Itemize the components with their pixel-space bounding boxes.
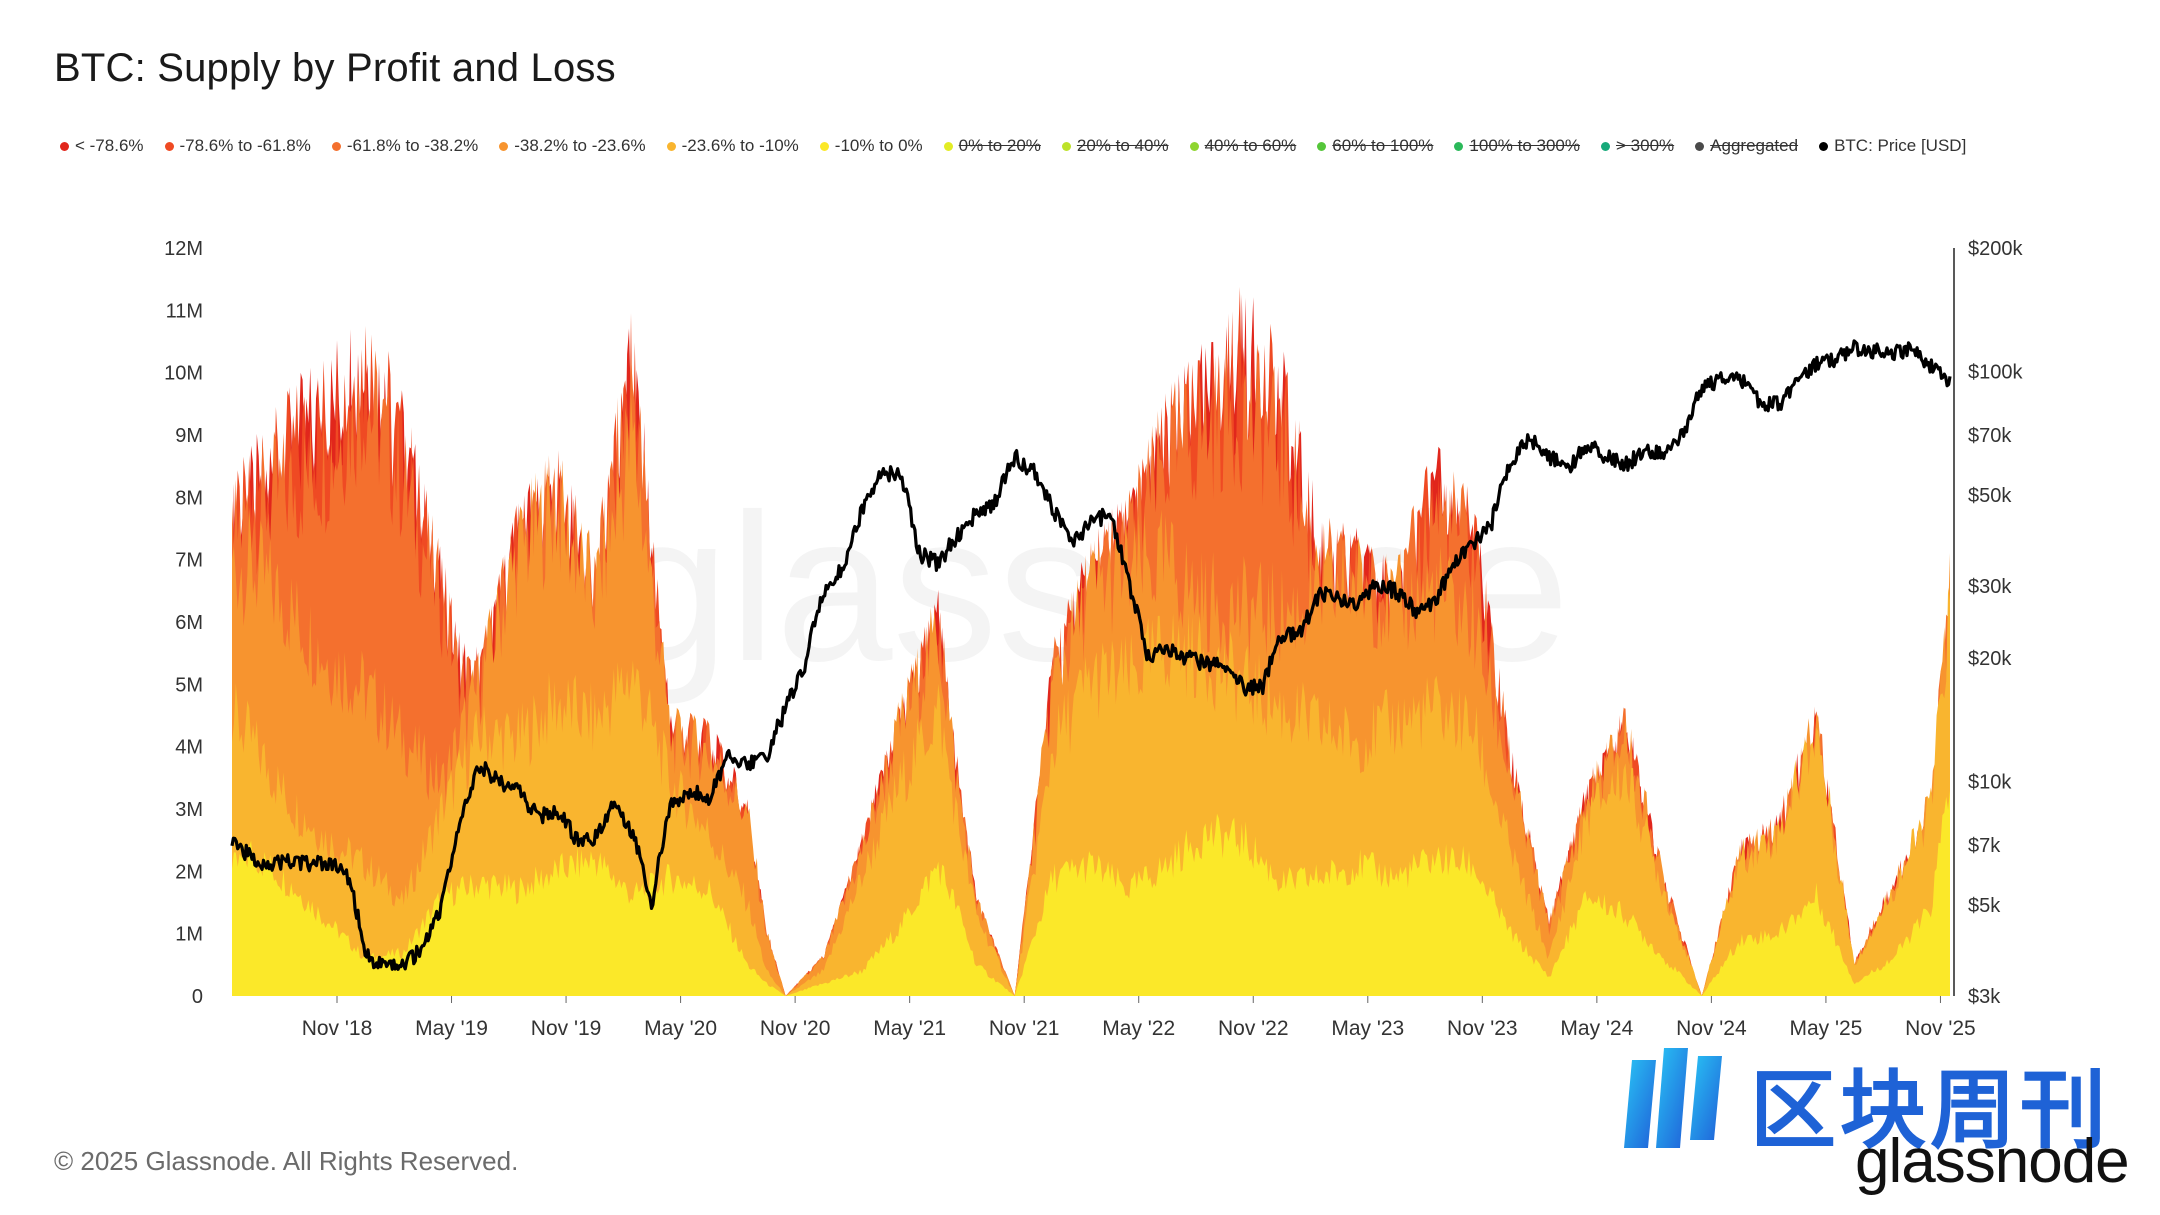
legend-item[interactable]: -38.2% to -23.6% [499,136,646,156]
x-axis-tick-label: Nov '24 [1676,1017,1747,1040]
legend-item[interactable]: Aggregated [1695,136,1798,156]
legend-dot-icon [1317,141,1327,151]
legend-item[interactable]: < -78.6% [60,136,144,156]
legend-item[interactable]: -61.8% to -38.2% [331,136,479,156]
chart-title: BTC: Supply by Profit and Loss [54,46,616,90]
right-axis-tick-label: $3k [1968,986,2001,1008]
legend-label: 100% to 300% [1469,136,1581,155]
x-axis-tick-label: May '24 [1560,1017,1633,1040]
brand-logo-icon [1624,1048,1722,1148]
legend-label: BTC: Price [USD] [1834,136,1967,155]
legend-dot-icon [60,141,69,151]
x-axis-tick-label: Nov '25 [1905,1017,1976,1040]
x-axis-tick-label: Nov '19 [531,1017,602,1040]
x-axis-tick-label: Nov '21 [989,1017,1060,1040]
left-axis-tick-label: 1M [175,924,203,946]
left-axis-tick-label: 0 [192,986,203,1008]
x-axis-tick-label: Nov '23 [1447,1017,1518,1040]
legend-label: 20% to 40% [1076,136,1169,155]
legend-dot-icon [1454,141,1464,151]
copyright-footer: © 2025 Glassnode. All Rights Reserved. [54,1146,519,1176]
left-axis-tick-label: 9M [175,425,203,447]
legend-item[interactable]: 20% to 40% [1061,136,1169,156]
legend-item[interactable]: -23.6% to -10% [666,136,799,156]
brand-logo: 区块周刊 glassnode [1620,1040,2140,1200]
legend-label: -10% to 0% [834,136,923,155]
legend-label: -78.6% to -61.8% [179,136,311,155]
legend-dot-icon [1819,141,1829,151]
legend: < -78.6% -78.6% to -61.8% -61.8% to -38.2%… [60,136,2120,156]
x-axis-tick-label: Nov '20 [760,1017,831,1040]
legend-dot-icon [1601,141,1611,151]
left-axis-tick-label: 10M [164,363,203,385]
legend-dot-icon [499,141,509,151]
right-axis-tick-label: $50k [1968,485,2012,507]
area-series--10-to-0- [232,790,1950,996]
legend-item[interactable]: 100% to 300% [1454,136,1580,156]
legend-dot-icon [666,141,676,151]
legend-dot-icon [819,141,829,151]
legend-dot-icon [164,141,174,151]
left-axis-tick-label: 7M [175,550,203,572]
legend-dot-icon [331,141,341,151]
x-axis-tick-label: May '20 [644,1017,717,1040]
legend-label: Aggregated [1710,136,1799,155]
left-axis-tick-label: 4M [175,737,203,759]
legend-dot-icon [1695,141,1705,151]
legend-label: 60% to 100% [1332,136,1434,155]
x-axis-tick-label: May '19 [415,1017,488,1040]
left-axis-tick-label: 2M [175,861,203,883]
legend-item[interactable]: BTC: Price [USD] [1819,136,1966,156]
legend-item[interactable]: 40% to 60% [1189,136,1297,156]
right-axis-tick-label: $200k [1968,238,2023,260]
legend-label: -38.2% to -23.6% [514,136,646,155]
legend-dot-icon [943,141,953,151]
legend-label: 40% to 60% [1204,136,1297,155]
legend-label: < -78.6% [75,136,144,155]
left-axis-tick-label: 3M [175,799,203,821]
legend-label: > 300% [1616,136,1675,155]
right-axis-tick-label: $10k [1968,772,2012,794]
legend-dot-icon [1061,141,1071,151]
legend-label: -61.8% to -38.2% [346,136,479,155]
left-axis-tick-label: 11M [166,300,203,322]
brand-name-en: glassnode [1855,1127,2130,1196]
legend-dot-icon [1189,141,1199,151]
right-axis-tick-label: $100k [1968,361,2023,383]
right-axis-tick-label: $5k [1968,895,2001,917]
brand-name-cn: 区块周刊 [1750,1061,2110,1161]
x-axis-tick-label: Nov '22 [1218,1017,1289,1040]
x-axis-tick-label: May '23 [1331,1017,1404,1040]
right-axis-tick-label: $30k [1968,576,2012,598]
x-axis-tick-label: May '22 [1102,1017,1175,1040]
right-axis-tick-label: $70k [1968,425,2012,447]
legend-item[interactable]: -78.6% to -61.8% [164,136,311,156]
x-axis-tick-label: May '21 [873,1017,946,1040]
price-line [230,339,1952,971]
right-axis-tick-label: $20k [1968,648,2012,670]
left-axis-tick-label: 5M [175,674,203,696]
legend-item[interactable]: 60% to 100% [1317,136,1433,156]
left-axis-tick-label: 8M [175,487,203,509]
legend-item[interactable]: 0% to 20% [943,136,1041,156]
left-axis-tick-label: 6M [175,612,203,634]
legend-item[interactable]: -10% to 0% [819,136,923,156]
left-axis-tick-label: 12M [164,238,203,260]
x-axis-tick-label: Nov '18 [302,1017,373,1040]
legend-item[interactable]: > 300% [1601,136,1674,156]
right-axis-tick-label: $7k [1968,835,2001,857]
legend-label: 0% to 20% [958,136,1041,155]
x-axis-tick-label: May '25 [1789,1017,1862,1040]
legend-label: -23.6% to -10% [681,136,799,155]
